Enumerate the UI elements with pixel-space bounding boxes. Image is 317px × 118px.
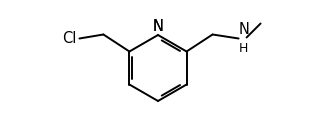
Text: N: N: [239, 23, 249, 38]
Text: N: N: [152, 19, 164, 34]
Text: N: N: [152, 19, 164, 34]
Text: H: H: [239, 42, 248, 55]
Text: Cl: Cl: [62, 31, 76, 46]
